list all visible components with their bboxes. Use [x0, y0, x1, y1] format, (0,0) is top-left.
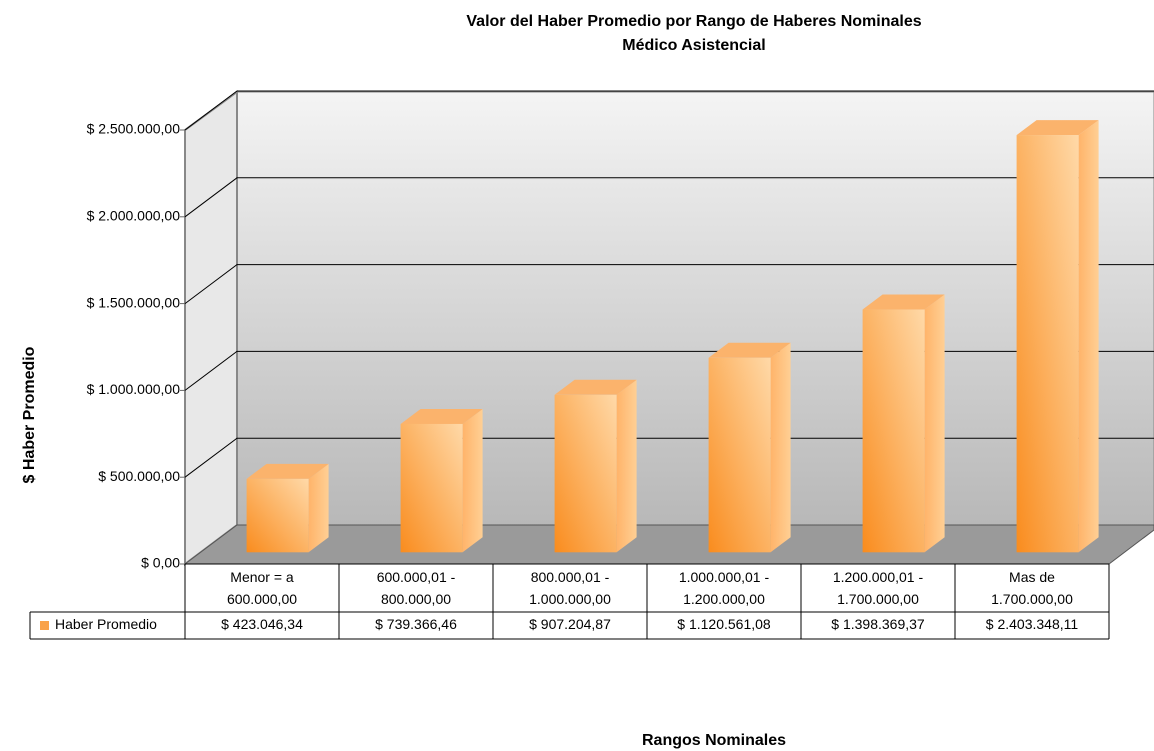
bar-top: [1016, 120, 1099, 136]
bar-top: [400, 408, 483, 424]
grid-line: [184, 264, 1154, 305]
back-wall: [236, 91, 1154, 526]
y-axis-title: $ Haber Promedio: [21, 346, 38, 483]
bar-top: [862, 294, 945, 310]
y-tick-label: $ 0,00: [141, 555, 180, 571]
y-tick-label: $ 1.000.000,00: [87, 381, 181, 397]
y-tick-label: $ 2.000.000,00: [87, 208, 181, 224]
data-label: $ 2.403.348,11: [986, 616, 1079, 632]
chart-subtitle: Médico Asistencial: [622, 37, 765, 54]
bar: [554, 394, 617, 553]
floor: [183, 524, 1154, 565]
bar-side: [462, 408, 483, 553]
bar-side: [308, 463, 329, 553]
legend-swatch: [40, 621, 49, 630]
x-tick-label: Menor = a 600.000,00: [227, 569, 297, 607]
x-tick-label: 1.200.000,01 -1.700.000,00: [833, 569, 924, 607]
data-label: $ 739.366,46: [375, 616, 457, 632]
x-tick-label: 600.000,01 -800.000,00: [377, 569, 456, 607]
bar-top: [708, 342, 791, 358]
legend-label: Haber Promedio: [55, 616, 157, 632]
bar: [1016, 135, 1079, 553]
bar: [246, 478, 309, 553]
data-label: $ 1.120.561,08: [677, 616, 771, 632]
bar-side: [770, 342, 791, 553]
data-label: $ 1.398.369,37: [831, 616, 925, 632]
data-label: $ 423.046,34: [221, 616, 303, 632]
y-tick-label: $ 1.500.000,00: [87, 294, 181, 310]
side-wall: [184, 90, 238, 566]
bar-top: [246, 463, 329, 479]
bar: [400, 423, 463, 553]
chart-title: Valor del Haber Promedio por Rango de Ha…: [466, 13, 921, 30]
grid-line: [184, 437, 1154, 478]
x-axis-title: Rangos Nominales: [642, 732, 786, 749]
grid-line: [184, 177, 1154, 218]
bar-side: [1078, 120, 1099, 553]
bar-top: [554, 379, 637, 395]
x-tick-label: 800.000,01 -1.000.000,00: [529, 569, 611, 607]
y-tick-label: $ 2.500.000,00: [87, 121, 181, 137]
data-label: $ 907.204,87: [529, 616, 611, 632]
bar: [708, 357, 771, 553]
bar: [862, 309, 925, 553]
bar-side: [616, 379, 637, 553]
x-tick-label: 1.000.000,01 -1.200.000,00: [679, 569, 770, 607]
grid-line: [184, 90, 1154, 131]
y-tick-label: $ 500.000,00: [98, 468, 180, 484]
x-tick-label: Mas de 1.700.000,00: [991, 569, 1073, 607]
bar-side: [924, 294, 945, 553]
grid-line: [184, 350, 1154, 391]
